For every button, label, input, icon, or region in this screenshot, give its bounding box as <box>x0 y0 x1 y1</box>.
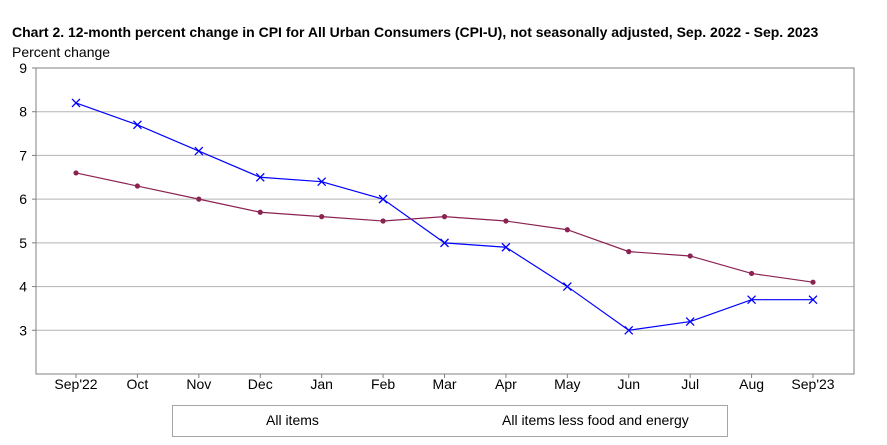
point-s0-8-stroke-b <box>562 282 572 292</box>
xtick-label-9: Jun <box>617 376 640 392</box>
point-s0-1-stroke-b <box>132 120 142 130</box>
point-s1-8 <box>564 227 570 233</box>
xtick-label-10: Jul <box>681 376 699 392</box>
ytick-label-8: 8 <box>19 104 27 120</box>
point-s0-1 <box>132 120 142 130</box>
point-s0-11 <box>747 295 757 305</box>
point-s0-2-stroke-b <box>194 146 204 156</box>
point-s0-0 <box>71 98 81 108</box>
point-s0-4 <box>317 177 327 187</box>
point-s1-7 <box>503 218 509 224</box>
point-s0-9-stroke-b <box>624 325 634 335</box>
xtick-label-2: Nov <box>186 376 211 392</box>
point-s0-10 <box>685 317 695 327</box>
legend <box>172 405 728 437</box>
xtick-label-4: Jan <box>310 376 333 392</box>
y-axis-label: Percent change <box>12 44 111 60</box>
point-s1-4 <box>319 214 325 220</box>
x-tick-labels: Sep'22 Oct Nov Dec Jan Feb Mar Apr May Jun Jul Aug S… <box>54 376 834 392</box>
legend-label-all-items: All items <box>266 412 319 428</box>
point-s1-3 <box>257 209 263 215</box>
series-layer <box>71 98 818 335</box>
point-s0-6 <box>440 238 449 248</box>
point-s0-6-stroke-b <box>440 238 449 248</box>
point-s0-3 <box>255 172 265 182</box>
point-s0-3-stroke-b <box>255 172 265 182</box>
point-s1-11 <box>748 270 755 277</box>
xtick-label-1: Oct <box>127 376 149 392</box>
point-s0-0-stroke-b <box>71 98 81 108</box>
series-line-1 <box>75 172 814 283</box>
chart-title: Chart 2. 12-month percent change in CPI … <box>12 24 819 40</box>
xtick-label-11: Aug <box>739 376 764 392</box>
ytick-label-9: 9 <box>19 60 27 76</box>
xtick-label-5: Feb <box>371 376 395 392</box>
point-s0-2 <box>194 146 204 156</box>
point-s1-6 <box>441 214 448 220</box>
point-s1-1 <box>134 183 141 189</box>
y-tick-labels: 3 4 5 6 7 8 9 <box>19 60 27 338</box>
ytick-label-4: 4 <box>19 279 27 295</box>
point-s0-7 <box>501 242 511 252</box>
point-s0-5 <box>378 194 388 204</box>
xtick-label-0: Sep'22 <box>54 376 97 392</box>
point-s1-2 <box>196 196 202 202</box>
point-s0-11-stroke-b <box>747 295 757 305</box>
point-s0-7-stroke-b <box>501 242 511 252</box>
point-s0-12-stroke-b <box>808 295 818 305</box>
point-s0-8 <box>562 282 572 292</box>
point-s1-5 <box>380 218 386 224</box>
ytick-label-7: 7 <box>19 147 27 163</box>
xtick-label-8: May <box>554 376 580 392</box>
point-s0-12 <box>808 295 818 305</box>
point-s0-9 <box>624 325 634 335</box>
point-s0-5-stroke-b <box>378 194 388 204</box>
legend-label-core: All items less food and energy <box>502 412 689 428</box>
ytick-label-5: 5 <box>19 235 27 251</box>
point-s1-12 <box>810 279 816 285</box>
point-s1-0 <box>73 170 79 176</box>
point-s0-10-stroke-b <box>685 317 695 327</box>
point-s1-9 <box>626 249 632 255</box>
ytick-label-3: 3 <box>19 322 27 338</box>
point-s1-10 <box>687 253 693 259</box>
xtick-label-12: Sep'23 <box>791 376 834 392</box>
xtick-label-3: Dec <box>248 376 273 392</box>
xtick-label-6: Mar <box>432 376 456 392</box>
point-s0-4-stroke-b <box>317 177 327 187</box>
xtick-label-7: Apr <box>495 376 517 392</box>
plot-frame <box>35 67 855 375</box>
grid-layer <box>32 67 854 378</box>
ytick-label-6: 6 <box>19 191 27 207</box>
